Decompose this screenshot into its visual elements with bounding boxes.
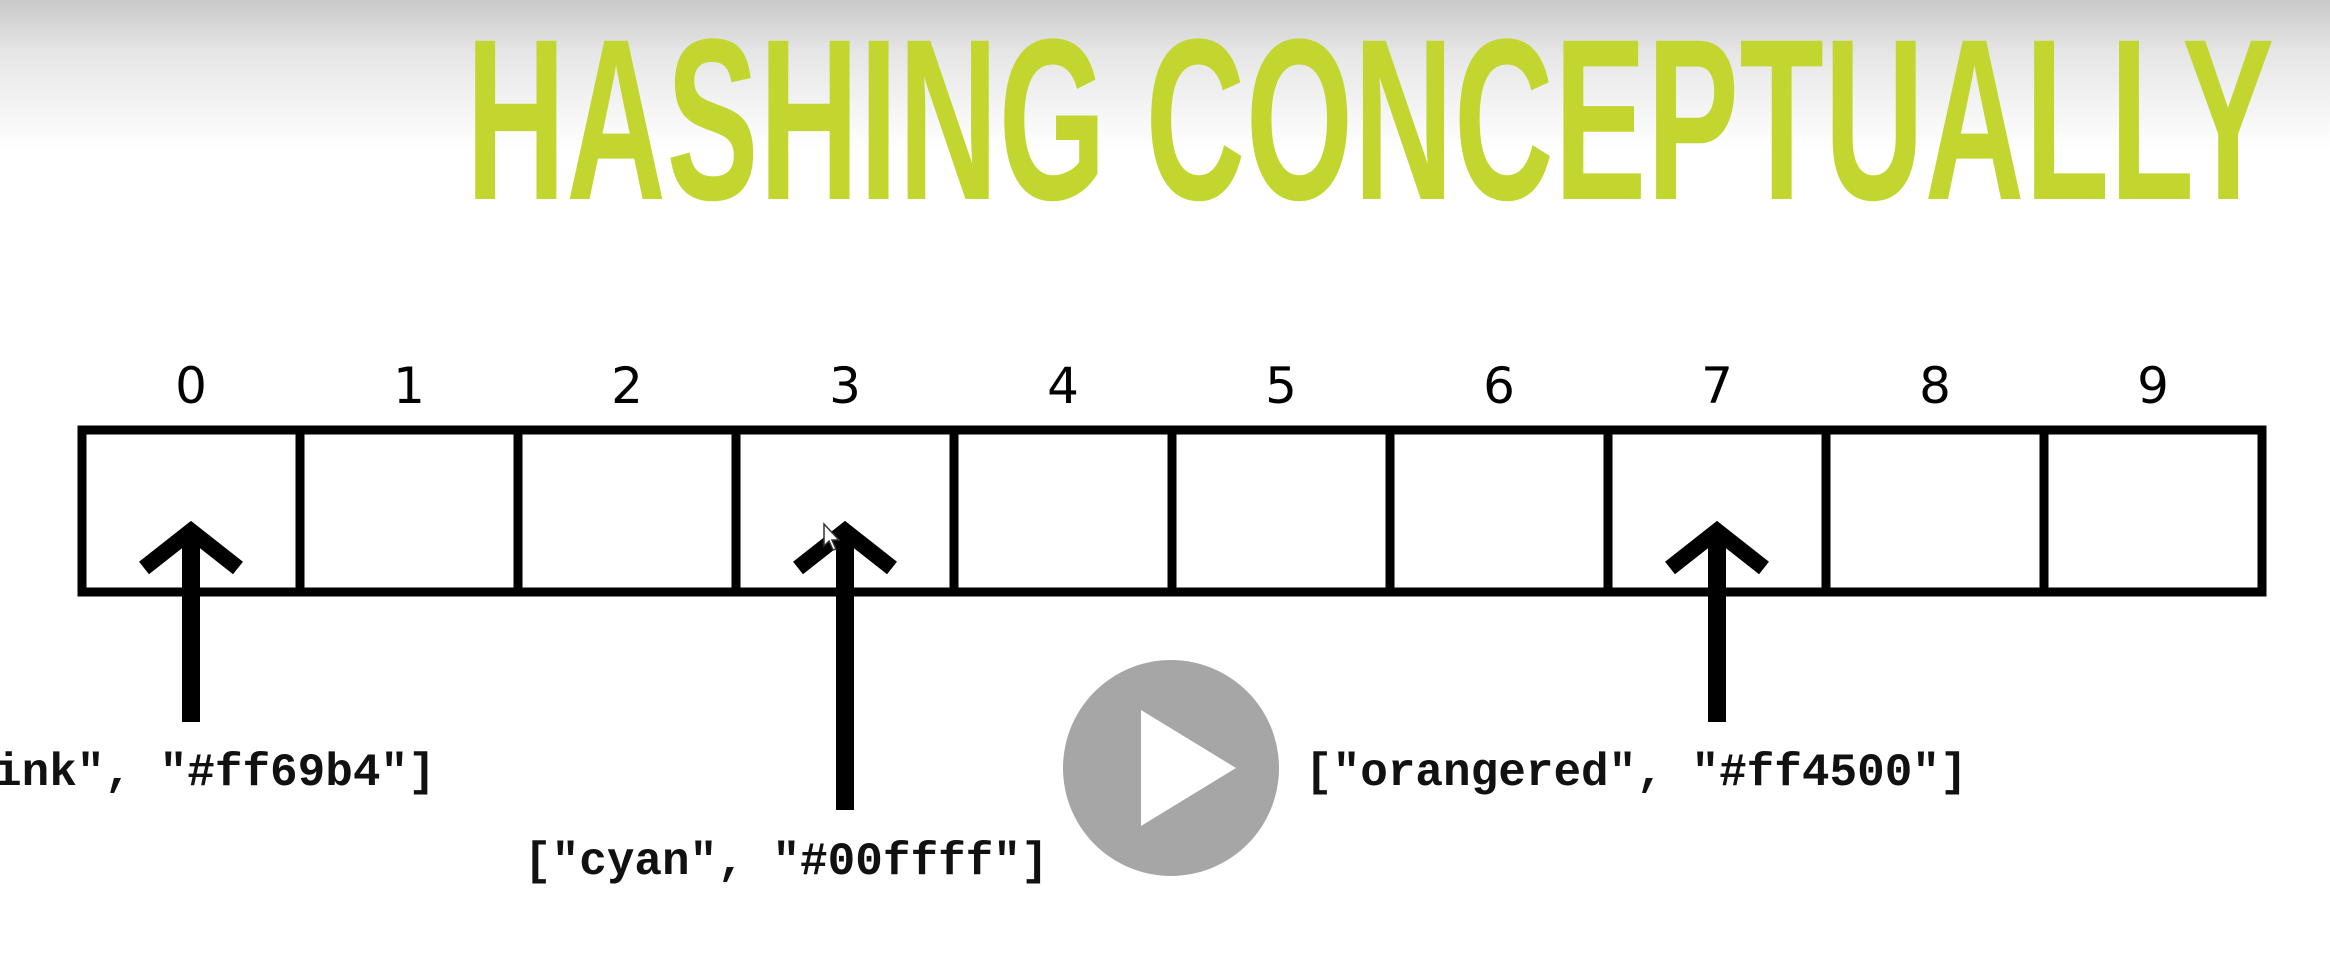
pointer-label-pink: ink", "#ff69b4"] [0, 747, 436, 799]
array-index-label: 2 [611, 357, 643, 415]
array-index-label: 9 [2137, 357, 2169, 415]
array-cells [77, 425, 2267, 597]
array-indices: 0 1 2 3 4 5 6 7 8 9 [175, 357, 2169, 415]
pointer-label-orangered: ["orangered", "#ff4500"] [1305, 747, 1968, 799]
pointer-label-cyan: ["cyan", "#00ffff"] [524, 836, 1049, 888]
pointer-arrow [1665, 520, 1769, 722]
array-index-label: 7 [1701, 357, 1733, 415]
pointer-arrows [139, 520, 1769, 810]
array-index-label: 6 [1483, 357, 1515, 415]
array-index-label: 3 [829, 357, 861, 415]
mouse-cursor-icon [823, 522, 841, 551]
pointer-arrow [793, 520, 897, 810]
array-index-label: 1 [393, 357, 425, 415]
array-index-label: 4 [1047, 357, 1079, 415]
top-gradient [0, 0, 2330, 150]
pointer-arrow [139, 520, 243, 722]
array-index-label: 0 [175, 357, 207, 415]
array-index-label: 8 [1919, 357, 1951, 415]
play-button[interactable] [1063, 660, 1279, 876]
play-icon[interactable] [1141, 710, 1236, 826]
array-index-label: 5 [1265, 357, 1297, 415]
